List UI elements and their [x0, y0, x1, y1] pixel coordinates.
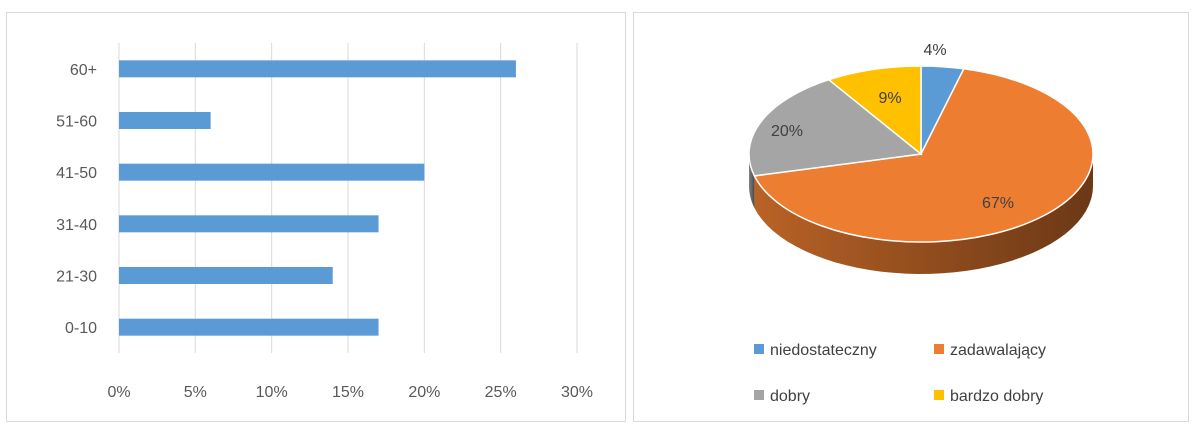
- pie-slice: [753, 67, 1094, 243]
- legend-label: zadawalający: [950, 342, 1046, 359]
- bar: [119, 60, 516, 78]
- bar-chart-panel: 0% 5% 10% 15% 20% 25% 30% 60+ 51-60 41-50 31-40 21-…: [6, 12, 626, 422]
- x-tick-label: 5%: [184, 384, 207, 401]
- legend-swatch: [934, 390, 944, 400]
- pie-data-label: 4%: [923, 42, 946, 59]
- pie-chart-panel: 4% 67% 20% 9% niedostateczny zadawalający dobr…: [633, 12, 1189, 422]
- bar-chart: 0% 5% 10% 15% 20% 25% 30% 60+ 51-60 41-50 31-40 21-…: [56, 43, 593, 401]
- x-tick-label: 30%: [561, 384, 593, 401]
- x-tick-label: 15%: [332, 384, 364, 401]
- legend-label: niedostateczny: [770, 342, 877, 359]
- pie-slice: [748, 78, 923, 177]
- bar: [119, 267, 333, 284]
- bar: [119, 112, 211, 129]
- legend-label: dobry: [770, 388, 810, 405]
- pie-slice-side: [754, 154, 1093, 274]
- category-label: 41-50: [56, 165, 97, 182]
- x-tick-label: 0%: [107, 384, 130, 401]
- bar: [119, 215, 379, 233]
- legend-label: bardzo dobry: [950, 388, 1043, 405]
- bar: [119, 163, 425, 181]
- x-tick-label: 20%: [408, 384, 440, 401]
- category-label: 51-60: [56, 114, 97, 131]
- legend-item: zadawalający: [934, 342, 1046, 359]
- x-tick-label: 10%: [256, 384, 288, 401]
- category-label: 31-40: [56, 217, 97, 234]
- pie-data-label: 9%: [878, 90, 901, 107]
- legend-item: niedostateczny: [754, 342, 877, 359]
- legend-swatch: [754, 390, 764, 400]
- category-label: 60+: [70, 62, 97, 79]
- pie-chart: 4% 67% 20% 9% niedostateczny zadawalający dobr…: [748, 42, 1094, 405]
- x-tick-label: 25%: [485, 384, 517, 401]
- legend-swatch: [754, 344, 764, 354]
- pie-data-label: 67%: [982, 195, 1014, 212]
- bar: [119, 318, 379, 336]
- pie-slice: [827, 65, 922, 156]
- category-label: 0-10: [65, 320, 97, 337]
- legend-item: bardzo dobry: [934, 388, 1043, 405]
- legend-swatch: [934, 344, 944, 354]
- category-label: 21-30: [56, 269, 97, 286]
- pie-data-label: 20%: [771, 123, 803, 140]
- legend-item: dobry: [754, 388, 810, 405]
